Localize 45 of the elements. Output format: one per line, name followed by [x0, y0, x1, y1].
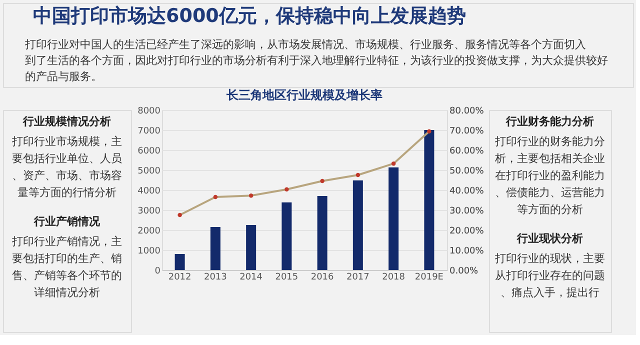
text: 行业财务能力分析: [505, 115, 594, 128]
text: 行业现状分析: [516, 232, 583, 245]
y-tick-label: 6000: [138, 146, 161, 156]
x-tick-label: 2012: [168, 272, 192, 282]
bar: [424, 130, 434, 270]
text: 行业规模情况分析: [22, 115, 111, 128]
y2-tick-label: 20.00%: [450, 226, 484, 236]
bar: [352, 180, 363, 270]
y2-tick-label: 70.00%: [450, 126, 484, 136]
x-tick-label: 2013: [204, 272, 227, 282]
text: 打印行业市场规模，主要包括行业单位、人员、资产、市场、市场容量等方面的行情分析: [11, 135, 122, 199]
text: 打印行业产销情况，主要包括打印的生产、销售、产销等各个环节的详细情况分析: [11, 235, 122, 299]
x-tick-label: 2017: [346, 272, 370, 282]
text: 打印行业的现状，主要从打印行业存在的问题、痛点入手，提出行: [494, 252, 605, 299]
bar: [282, 202, 292, 270]
y-tick-label: 4000: [138, 186, 161, 196]
bar: [246, 225, 256, 270]
y2-tick-label: 10.00%: [450, 246, 484, 256]
y2-tick-label: 60.00%: [450, 146, 484, 156]
x-tick-label: 2015: [275, 272, 298, 282]
y2-tick-label: 40.00%: [450, 186, 484, 196]
x-tick-label: 2018: [382, 272, 406, 282]
y-tick-label: 2000: [138, 226, 161, 236]
text: 中国打印市场达6000亿元，保持稳中向上发展趋势: [33, 5, 466, 27]
y-tick-label: 3000: [138, 206, 161, 216]
y-tick-label: 0: [154, 266, 161, 276]
y2-tick-label: 30.00%: [450, 206, 484, 216]
x-tick-label: 2014: [240, 272, 263, 282]
x-tick-label: 2016: [310, 272, 334, 282]
bar: [388, 167, 399, 270]
text: 打印行业的财务能力分析，主要包括相关企业在打印行业的盈利能力、偿债能力、运营能力等方面的分析: [494, 135, 605, 216]
x-tick-label: 2019E: [414, 272, 444, 282]
text: 行业产销情况: [33, 215, 101, 228]
y2-tick-label: 50.00%: [450, 166, 484, 176]
y2-tick-label: 80.00%: [450, 106, 484, 116]
bar: [174, 254, 185, 270]
bar: [210, 227, 220, 270]
y2-tick-label: 0.00%: [450, 266, 479, 276]
bar: [317, 196, 328, 270]
y-tick-label: 5000: [138, 166, 161, 176]
y-tick-label: 1000: [138, 246, 161, 256]
text: 打印行业对中国人的生活已经产生了深远的影响，从市场发展情况、市场规模、行业服务、服务情况等各个方面切入到了生活的各个方面，因此对打印行业的市场分析有利于深入地理解行业特征，为该行业的投资做支撑，为大众提供较好的产品与服务。: [24, 38, 608, 83]
chart-title: 长三角地区行业规模及增长率: [226, 88, 382, 102]
y-tick-label: 7000: [138, 126, 161, 136]
y-tick-label: 8000: [138, 106, 161, 116]
